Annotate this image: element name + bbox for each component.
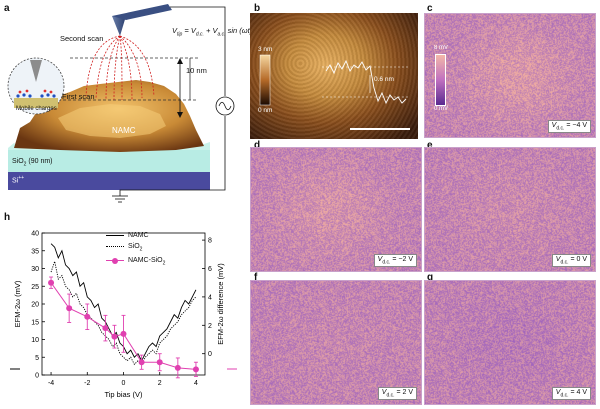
efm-image-c: 8 mV 0 mV Vd.c. = −4 V [424,13,596,138]
data-point [138,359,145,366]
panel-label-g: g [427,272,434,283]
y-left-tick-label: 35 [31,248,39,255]
efm-colorbar [435,54,446,106]
y-left-tick-label: 10 [31,337,39,344]
vdc-label-c: Vd.c. = −4 V [547,119,591,133]
panel-label-a: a [4,3,10,14]
y-left-axis-label: EFM-2ω (mV) [13,280,22,327]
vdc-label-g: Vd.c. = 4 V [551,386,591,400]
y-left-tick-label: 30 [31,266,39,273]
x-tick-label: -4 [48,380,54,387]
mobile-charges-label: Mobile charges [16,106,57,112]
efm-image-g: Vd.c. = 4 V [424,280,596,405]
afm-scale-bottom: 0 nm [258,107,273,114]
afm-image: 3 nm 0 nm 0.6 nm [250,13,418,139]
y-right-axis-label: EFM-2ω difference (mV) [216,263,225,345]
data-point [66,305,73,312]
y-right-tick-label: 4 [208,294,212,301]
panel-label-h: h [4,212,11,223]
series-line-diff [50,282,196,370]
data-point [120,330,127,337]
x-tick-label: 0 [122,380,126,387]
sio2-label: SiO2 (90 nm) [12,158,53,168]
x-tick-label: -2 [84,380,90,387]
afm-tip [112,16,126,36]
y-left-tick-label: 5 [35,355,39,362]
sio2-layer [8,148,210,172]
series-line-sio2 [50,259,197,366]
vdc-label-e: Vd.c. = 0 V [551,253,591,267]
first-scan-label: First scan [62,92,95,101]
panel-label-d: d [254,140,261,151]
y-left-tick-label: 0 [35,373,39,380]
data-point [156,359,163,366]
afm-line-profile [325,59,407,105]
y-left-tick-label: 25 [31,284,39,291]
efm-scale-top: 8 mV [434,45,449,51]
vdc-label-f: Vd.c. = 2 V [377,386,417,400]
efm-scale-bottom: 0 mV [434,106,449,112]
y-right-tick-label: 2 [208,323,212,330]
y-left-tick-label: 15 [31,319,39,326]
efm-image-e: Vd.c. = 0 V [424,147,596,272]
data-point [48,279,55,286]
namc-label: NAMC [112,126,136,135]
legend-namc: NAMC [106,230,165,241]
data-point [84,313,91,320]
vtip-equation: Vtip = Vd.c. + Va.c. sin (ωt) [172,26,253,38]
panel-label-f: f [254,272,258,283]
x-tick-label: 2 [158,380,162,387]
y-right-tick-label: 8 [208,238,212,245]
efm-image-f: Vd.c. = 2 V [250,280,422,405]
vdc-label-d: Vd.c. = −2 V [373,253,417,267]
legend-sio2: SiO2 [106,241,165,255]
x-axis-label: Tip bias (V) [104,390,143,399]
data-point [192,366,199,373]
data-point [174,364,181,371]
second-scan-label: Second scan [60,34,104,43]
chart-legend: NAMC SiO2 NAMC-SiO2 [106,230,165,270]
step-height-label: 0.6 nm [374,76,394,83]
y-left-tick-label: 40 [31,231,39,238]
x-tick-label: 4 [194,380,198,387]
panel-label-b: b [254,3,261,14]
y-right-tick-label: 0 [208,351,212,358]
height-label: 10 nm [186,66,207,75]
legend-namc-sio2: NAMC-SiO2 [106,255,165,269]
si-layer [8,172,210,190]
afm-scale-top: 3 nm [258,46,273,53]
panel-label-c: c [427,3,433,14]
panel-label-e: e [427,140,433,151]
y-left-tick-label: 20 [31,302,39,309]
si-label: Si++ [12,175,25,185]
efm-image-d: Vd.c. = −2 V [250,147,422,272]
data-point [111,333,118,340]
panel-a-schematic [7,4,235,203]
y-right-tick-label: 6 [208,266,212,273]
data-point [102,325,109,332]
